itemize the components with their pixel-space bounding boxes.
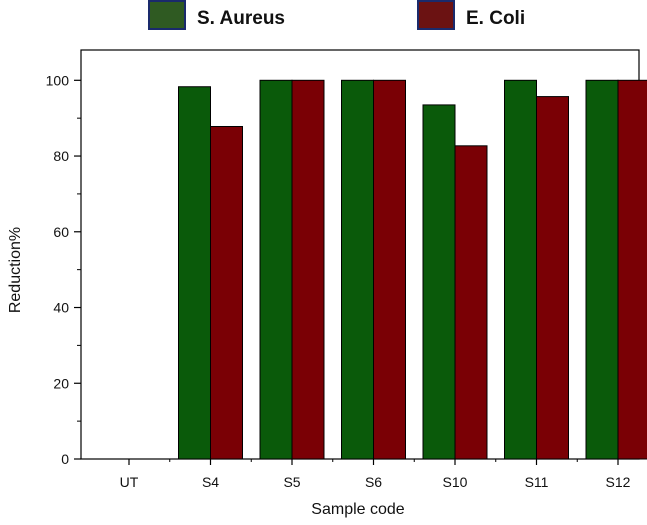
bar-e-coli — [292, 80, 324, 459]
bar-e-coli — [455, 146, 487, 459]
bar-s-aureus — [260, 80, 292, 459]
legend: S. Aureus E. Coli — [149, 1, 525, 29]
y-tick-label: 20 — [53, 375, 69, 391]
y-tick-label: 40 — [53, 300, 69, 316]
legend-swatch-s-aureus — [149, 1, 185, 29]
y-tick-label: 0 — [61, 451, 69, 467]
legend-label-e-coli: E. Coli — [466, 8, 525, 29]
x-tick-label: S4 — [202, 474, 219, 490]
y-axis-title: Reduction% — [7, 227, 24, 313]
x-axis-title: Sample code — [311, 501, 404, 518]
bar-s-aureus — [342, 80, 374, 459]
bar-e-coli — [618, 80, 647, 459]
bar-s-aureus — [505, 80, 537, 459]
bar-e-coli — [374, 80, 406, 459]
y-tick-label: 60 — [53, 224, 69, 240]
bar-e-coli — [211, 126, 243, 459]
x-tick-label: UT — [120, 474, 139, 490]
legend-swatch-e-coli — [418, 1, 454, 29]
x-tick-label: S10 — [443, 474, 468, 490]
x-tick-label: S11 — [525, 474, 549, 490]
bar-s-aureus — [586, 80, 618, 459]
x-tick-label: S5 — [283, 474, 300, 490]
x-tick-label: S6 — [365, 474, 382, 490]
bars — [179, 80, 647, 459]
legend-label-s-aureus: S. Aureus — [197, 8, 285, 29]
bar-s-aureus — [423, 105, 455, 459]
x-tick-label: S12 — [606, 474, 631, 490]
y-tick-label: 80 — [53, 148, 69, 164]
y-tick-label: 100 — [46, 72, 70, 88]
bar-s-aureus — [179, 87, 211, 459]
bar-e-coli — [537, 97, 569, 459]
